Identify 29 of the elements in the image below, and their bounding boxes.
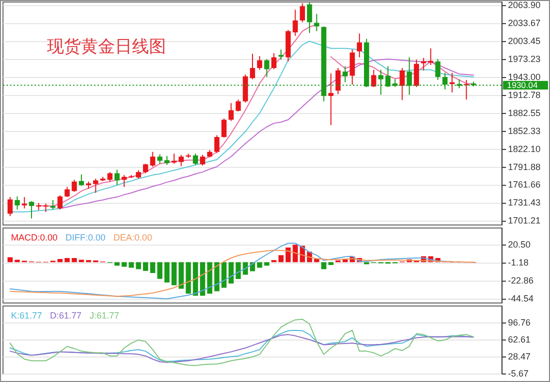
y-tick-label: 1701.21 (508, 216, 541, 226)
text: D:61.77 (50, 310, 82, 320)
ref-line-label: 1930.04 (507, 80, 538, 90)
series-label: MACD:0.00 (11, 232, 58, 242)
y-tick-label: 1822.10 (508, 144, 541, 154)
text: DEA:0.00 (114, 232, 152, 242)
y-tick-label: -44.54 (508, 294, 534, 304)
y-tick-label: 1882.55 (508, 108, 541, 118)
text: DIFF:0.00 (66, 232, 106, 242)
y-tick-label: 1852.33 (508, 126, 541, 136)
text: 现货黄金日线图 (47, 37, 166, 56)
y-tick-label: -5.67 (508, 368, 529, 378)
y-tick-label: 2063.90 (508, 0, 541, 10)
y-tick-label: 28.47 (508, 351, 531, 362)
y-tick-label: 1761.66 (508, 180, 541, 190)
y-tick-label: 62.61 (508, 334, 531, 344)
y-tick-label: 1731.43 (508, 198, 541, 208)
y-tick-label: 96.76 (508, 317, 531, 328)
y-tick-label: 1791.88 (508, 162, 541, 172)
y-tick-label: 1943.00 (508, 72, 541, 82)
text: J:61.77 (90, 310, 120, 320)
y-tick-label: 2003.45 (508, 36, 541, 46)
y-tick-label: -22.86 (508, 276, 534, 286)
y-tick-label: 2033.67 (508, 18, 541, 28)
y-tick-label: 20.50 (508, 239, 531, 250)
y-tick-label: -1.18 (508, 258, 529, 268)
y-tick-label: 1973.23 (508, 54, 541, 64)
text: K:61.77 (11, 310, 42, 320)
y-tick-label: 1912.78 (508, 90, 541, 100)
